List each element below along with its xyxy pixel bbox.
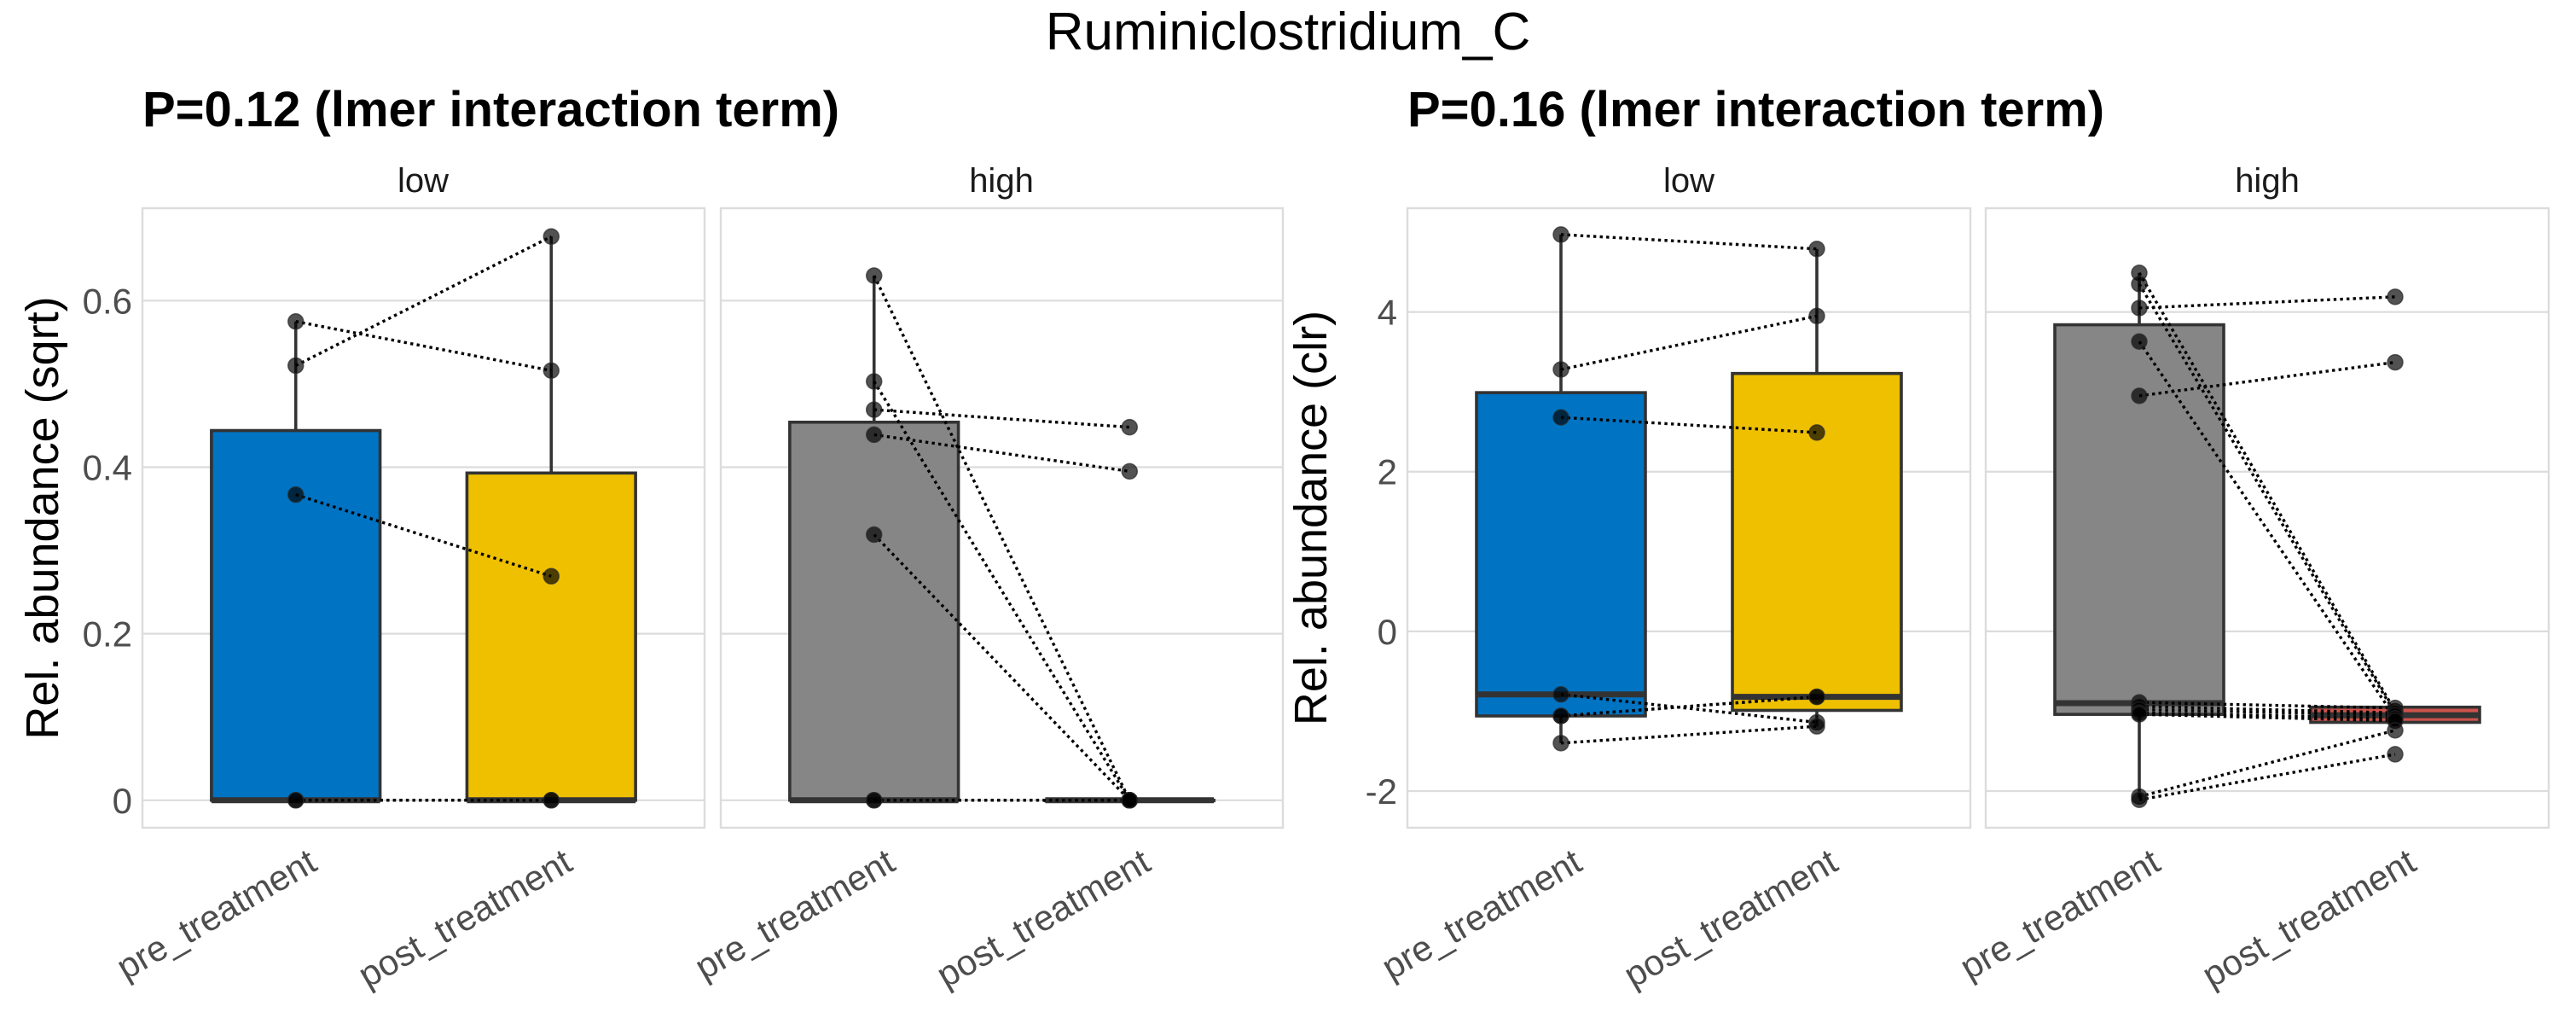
main-title: Ruminiclostridium_C [1046, 3, 1530, 61]
data-point-pre [2131, 276, 2148, 293]
y-tick-label: 0.4 [83, 447, 132, 487]
data-point-pre [865, 526, 883, 544]
y-axis-label: Rel. abundance (sqrt) [17, 296, 68, 739]
box-pre_treatment [2053, 323, 2225, 716]
data-point-post [2387, 722, 2404, 739]
pair-line [295, 320, 552, 372]
data-point-pre [865, 267, 883, 284]
data-point-pre [1552, 707, 1569, 724]
y-tick-label: 4 [1378, 293, 1397, 333]
pair-line [873, 381, 1131, 801]
box-pre_treatment [788, 420, 960, 802]
data-point-pre [287, 792, 305, 809]
facet-low [1406, 207, 1972, 829]
data-point-pre [865, 373, 883, 390]
data-point-post [1121, 463, 1139, 480]
pair-line [1560, 693, 1818, 724]
facet-strip-high: high [2235, 162, 2300, 200]
panel-border [1406, 207, 1972, 829]
data-point-post [1121, 792, 1139, 809]
data-point-post [2387, 746, 2404, 763]
panel-border [719, 207, 1285, 829]
pair-line [294, 235, 553, 367]
box-pre_treatment [210, 428, 382, 802]
y-ticks: 0 0.2 0.4 0.6 [83, 281, 132, 820]
data-point-post [1121, 418, 1139, 436]
pair-line [2138, 360, 2396, 398]
data-point-post [542, 228, 560, 245]
data-point-pre [865, 401, 883, 418]
y-tick-label: 2 [1378, 452, 1397, 492]
data-point-post [1808, 240, 1825, 258]
data-point-pre [1552, 226, 1569, 243]
data-point-pre [287, 486, 305, 503]
pair-line [2138, 340, 2397, 719]
data-point-pre [287, 312, 305, 330]
y-tick-label: 0.6 [83, 281, 132, 321]
data-point-post [1808, 688, 1825, 706]
pair-line [873, 433, 1130, 474]
y-ticks: -2 0 2 4 [1366, 293, 1397, 812]
facet-strip-high: high [969, 162, 1034, 200]
y-tick-label: 0 [1378, 612, 1397, 652]
box-post_treatment [1731, 371, 1903, 713]
data-point-post [542, 362, 560, 380]
data-point-post [2387, 353, 2404, 371]
data-point-pre [1552, 409, 1569, 426]
data-point-pre [1552, 686, 1569, 703]
y-tick-label: 0.2 [83, 614, 132, 655]
box-pre_treatment [1475, 391, 1647, 718]
facet-high [1984, 207, 2550, 829]
data-point-pre [1552, 735, 1569, 752]
data-point-pre [2131, 387, 2148, 404]
y-tick-label: 0 [113, 781, 132, 821]
data-point-pre [2131, 706, 2148, 723]
panel-border [1984, 207, 2550, 829]
data-point-pre [2131, 300, 2148, 317]
data-point-pre [865, 792, 883, 809]
data-point-pre [2131, 333, 2148, 350]
data-point-post [542, 792, 560, 809]
plot-subtitle: P=0.12 (lmer interaction term) [142, 82, 839, 137]
pair-line [2138, 271, 2397, 713]
pair-line [2138, 283, 2397, 715]
data-point-pre [2131, 791, 2148, 809]
data-point-post [1808, 718, 1825, 735]
box-post_treatment [465, 471, 637, 802]
panel-border [141, 207, 706, 829]
pair-line [873, 533, 1131, 801]
data-point-post [542, 567, 560, 585]
data-point-pre [287, 357, 305, 375]
facet-strip-low: low [397, 162, 449, 200]
data-point-pre [1552, 361, 1569, 378]
plot-subtitle: P=0.16 (lmer interaction term) [1407, 82, 2104, 137]
data-point-pre [865, 426, 883, 444]
facet-strip-low: low [1663, 162, 1714, 200]
data-point-post [1808, 424, 1825, 441]
data-point-post [2387, 288, 2404, 305]
pair-line [2138, 753, 2396, 801]
facet-high [719, 207, 1285, 829]
pair-line [2138, 729, 2396, 799]
data-point-post [1808, 307, 1825, 325]
pair-line [1560, 314, 1818, 371]
y-tick-label: -2 [1366, 771, 1397, 812]
y-axis-label: Rel. abundance (clr) [1285, 311, 1337, 725]
facet-low [141, 207, 706, 829]
